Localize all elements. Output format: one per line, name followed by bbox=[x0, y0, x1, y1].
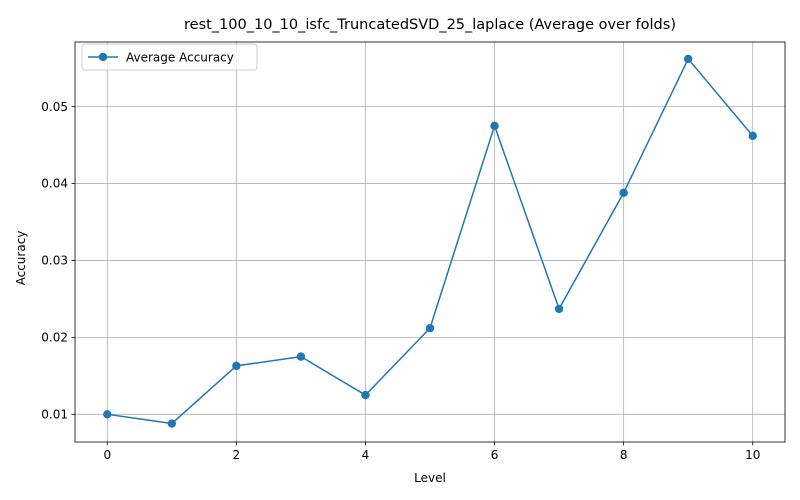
x-tick-label: 2 bbox=[233, 448, 241, 462]
x-tick-label: 4 bbox=[362, 448, 370, 462]
x-tick-label: 6 bbox=[491, 448, 499, 462]
data-point bbox=[103, 410, 112, 419]
x-tick-label: 10 bbox=[745, 448, 760, 462]
data-point bbox=[619, 188, 628, 197]
y-tick-label: 0.05 bbox=[41, 100, 68, 114]
legend-label-average-accuracy: Average Accuracy bbox=[126, 51, 234, 65]
y-axis-label: Accuracy bbox=[14, 231, 28, 286]
y-tick-label: 0.02 bbox=[41, 331, 68, 345]
y-tick-label: 0.04 bbox=[41, 177, 68, 191]
grid-lines bbox=[75, 42, 785, 442]
data-point bbox=[425, 323, 435, 333]
series-line bbox=[107, 58, 754, 425]
y-axis-ticks: 0.01 0.02 0.03 0.04 0.05 bbox=[41, 100, 75, 422]
x-axis-label: Level bbox=[414, 471, 446, 485]
plot-frame bbox=[74, 41, 786, 443]
data-point bbox=[296, 352, 306, 361]
legend: Average Accuracy bbox=[81, 43, 258, 71]
data-point bbox=[167, 419, 177, 428]
data-point bbox=[683, 54, 693, 64]
data-point bbox=[232, 361, 241, 371]
data-point bbox=[490, 121, 499, 131]
legend-marker-swatch bbox=[98, 52, 108, 62]
x-tick-label: 8 bbox=[620, 448, 628, 462]
chart-title: rest_100_10_10_isfc_TruncatedSVD_25_lapl… bbox=[184, 17, 676, 33]
axes-frame bbox=[74, 41, 786, 443]
data-point bbox=[748, 131, 757, 141]
x-axis-ticks: 0 2 4 6 8 10 bbox=[103, 442, 760, 462]
data-series bbox=[103, 54, 757, 428]
legend-box bbox=[81, 43, 258, 71]
data-point bbox=[361, 390, 370, 400]
y-tick-label: 0.01 bbox=[41, 408, 68, 422]
data-point bbox=[554, 304, 564, 314]
x-tick-label: 0 bbox=[103, 448, 111, 462]
y-tick-label: 0.03 bbox=[41, 254, 68, 268]
